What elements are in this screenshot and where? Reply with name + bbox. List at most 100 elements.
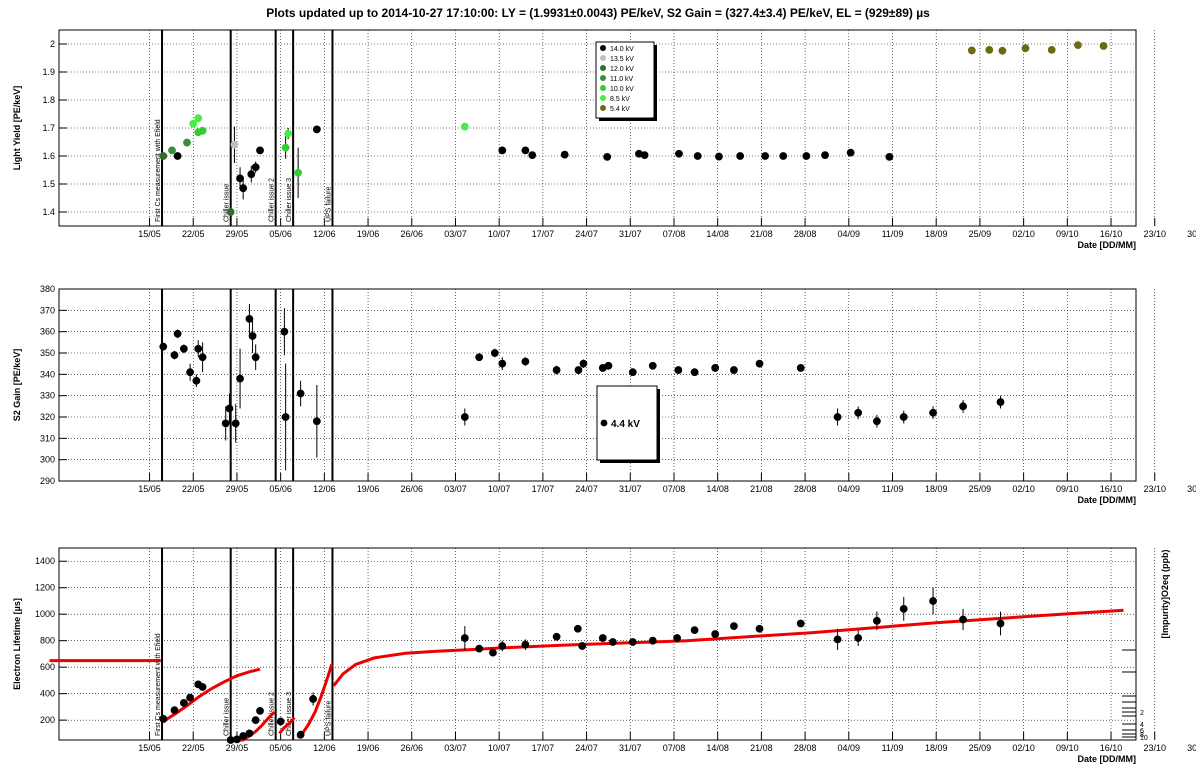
legend-marker [600, 85, 606, 91]
x-tick-label: 09/10 [1056, 484, 1079, 494]
x-tick-label: 24/07 [575, 229, 598, 239]
data-point [251, 163, 260, 172]
data-point [490, 349, 499, 357]
data-point [833, 635, 842, 644]
data-point [170, 351, 179, 360]
data-point [294, 168, 303, 177]
data-point [521, 146, 530, 155]
x-tick-label: 29/05 [226, 229, 249, 239]
data-point [236, 174, 244, 183]
legend-label: 10.0 kV [610, 86, 634, 93]
data-point [1047, 45, 1056, 54]
legend-marker [600, 65, 606, 71]
event-label: First Cs measurement with Efield [155, 633, 162, 736]
data-point [475, 353, 484, 362]
data-point [715, 152, 723, 161]
legend-marker [600, 105, 606, 111]
x-tick-label: 05/06 [269, 229, 292, 239]
x-tick-label: 25/09 [969, 229, 992, 239]
y-tick-label: 300 [40, 455, 55, 465]
data-point [170, 706, 179, 715]
x-tick-label: 19/06 [357, 484, 380, 494]
x-axis-label: Date [DD/MM] [1078, 240, 1137, 250]
data-point [231, 419, 240, 428]
x-tick-label: 14/08 [706, 743, 729, 753]
data-point [183, 138, 191, 147]
x-tick-label: 28/08 [794, 484, 817, 494]
data-point [296, 730, 305, 739]
data-point [628, 368, 637, 377]
x-tick-label: 04/09 [838, 743, 861, 753]
x-axis-label: Date [DD/MM] [1078, 495, 1137, 505]
data-point [498, 642, 507, 650]
data-point [796, 619, 805, 628]
x-tick-label: 16/10 [1100, 484, 1123, 494]
data-point [552, 632, 561, 641]
data-point [755, 359, 764, 368]
data-point [730, 622, 738, 631]
data-point [996, 398, 1005, 406]
x-tick-label: 03/07 [444, 229, 467, 239]
data-point [159, 342, 168, 351]
data-point [833, 413, 842, 421]
fit-curve [162, 667, 261, 724]
data-point [251, 716, 260, 725]
event-label: Chiller issue [224, 184, 231, 222]
x-tick-label: 11/09 [882, 484, 904, 494]
x-tick-label: 19/06 [357, 229, 380, 239]
data-point [194, 114, 203, 123]
data-point [247, 170, 256, 179]
data-point [460, 634, 469, 642]
data-point [192, 376, 201, 385]
x-tick-label: 30/10 [1187, 229, 1196, 239]
x-tick-label: 19/06 [357, 743, 380, 753]
legend-marker [600, 75, 606, 81]
x-tick-label: 11/09 [882, 229, 904, 239]
data-point [929, 408, 937, 417]
x-tick-label: 02/10 [1012, 229, 1035, 239]
right-tick-label: 6 [1140, 728, 1144, 735]
data-point [560, 150, 569, 159]
y-tick-label: 340 [40, 369, 55, 379]
data-point [225, 404, 234, 413]
right-tick-label: 4 [1140, 722, 1144, 729]
x-tick-label: 10/07 [488, 229, 511, 239]
x-tick-label: 26/06 [400, 743, 423, 753]
y-tick-label: 200 [40, 715, 55, 725]
data-point [284, 129, 293, 138]
x-tick-label: 10/07 [488, 743, 511, 753]
x-tick-label: 09/10 [1056, 743, 1079, 753]
data-point [159, 714, 168, 723]
data-point [226, 736, 235, 744]
y-tick-label: 310 [40, 433, 55, 443]
y-tick-label: 1.8 [42, 95, 55, 105]
data-point [779, 152, 788, 160]
x-tick-label: 24/07 [575, 484, 598, 494]
data-point [899, 605, 908, 613]
x-tick-label: 03/07 [444, 743, 467, 753]
x-tick-label: 31/07 [619, 229, 642, 239]
x-tick-label: 24/07 [575, 743, 598, 753]
data-point [690, 626, 699, 634]
data-point [179, 344, 188, 353]
x-tick-label: 28/08 [794, 743, 817, 753]
data-point [173, 152, 182, 160]
data-point [573, 624, 582, 633]
event-label: First Cs measurement with Efield [155, 119, 162, 222]
y-tick-label: 360 [40, 327, 55, 337]
x-tick-label: 18/09 [925, 743, 948, 753]
data-point [885, 152, 894, 161]
x-tick-label: 02/10 [1012, 743, 1035, 753]
data-point [821, 151, 829, 160]
data-point [690, 368, 699, 377]
x-tick-label: 30/10 [1187, 743, 1196, 753]
data-point [872, 616, 881, 625]
data-point [226, 208, 235, 216]
y-tick-label: 600 [40, 662, 55, 672]
legend-label: 4.4 kV [611, 419, 640, 430]
data-point [674, 366, 683, 374]
data-point [309, 695, 318, 703]
data-point [221, 419, 230, 428]
fit-curve [278, 716, 296, 735]
right-axis-label: [Impurity]O2eq (ppb) [1160, 550, 1170, 639]
